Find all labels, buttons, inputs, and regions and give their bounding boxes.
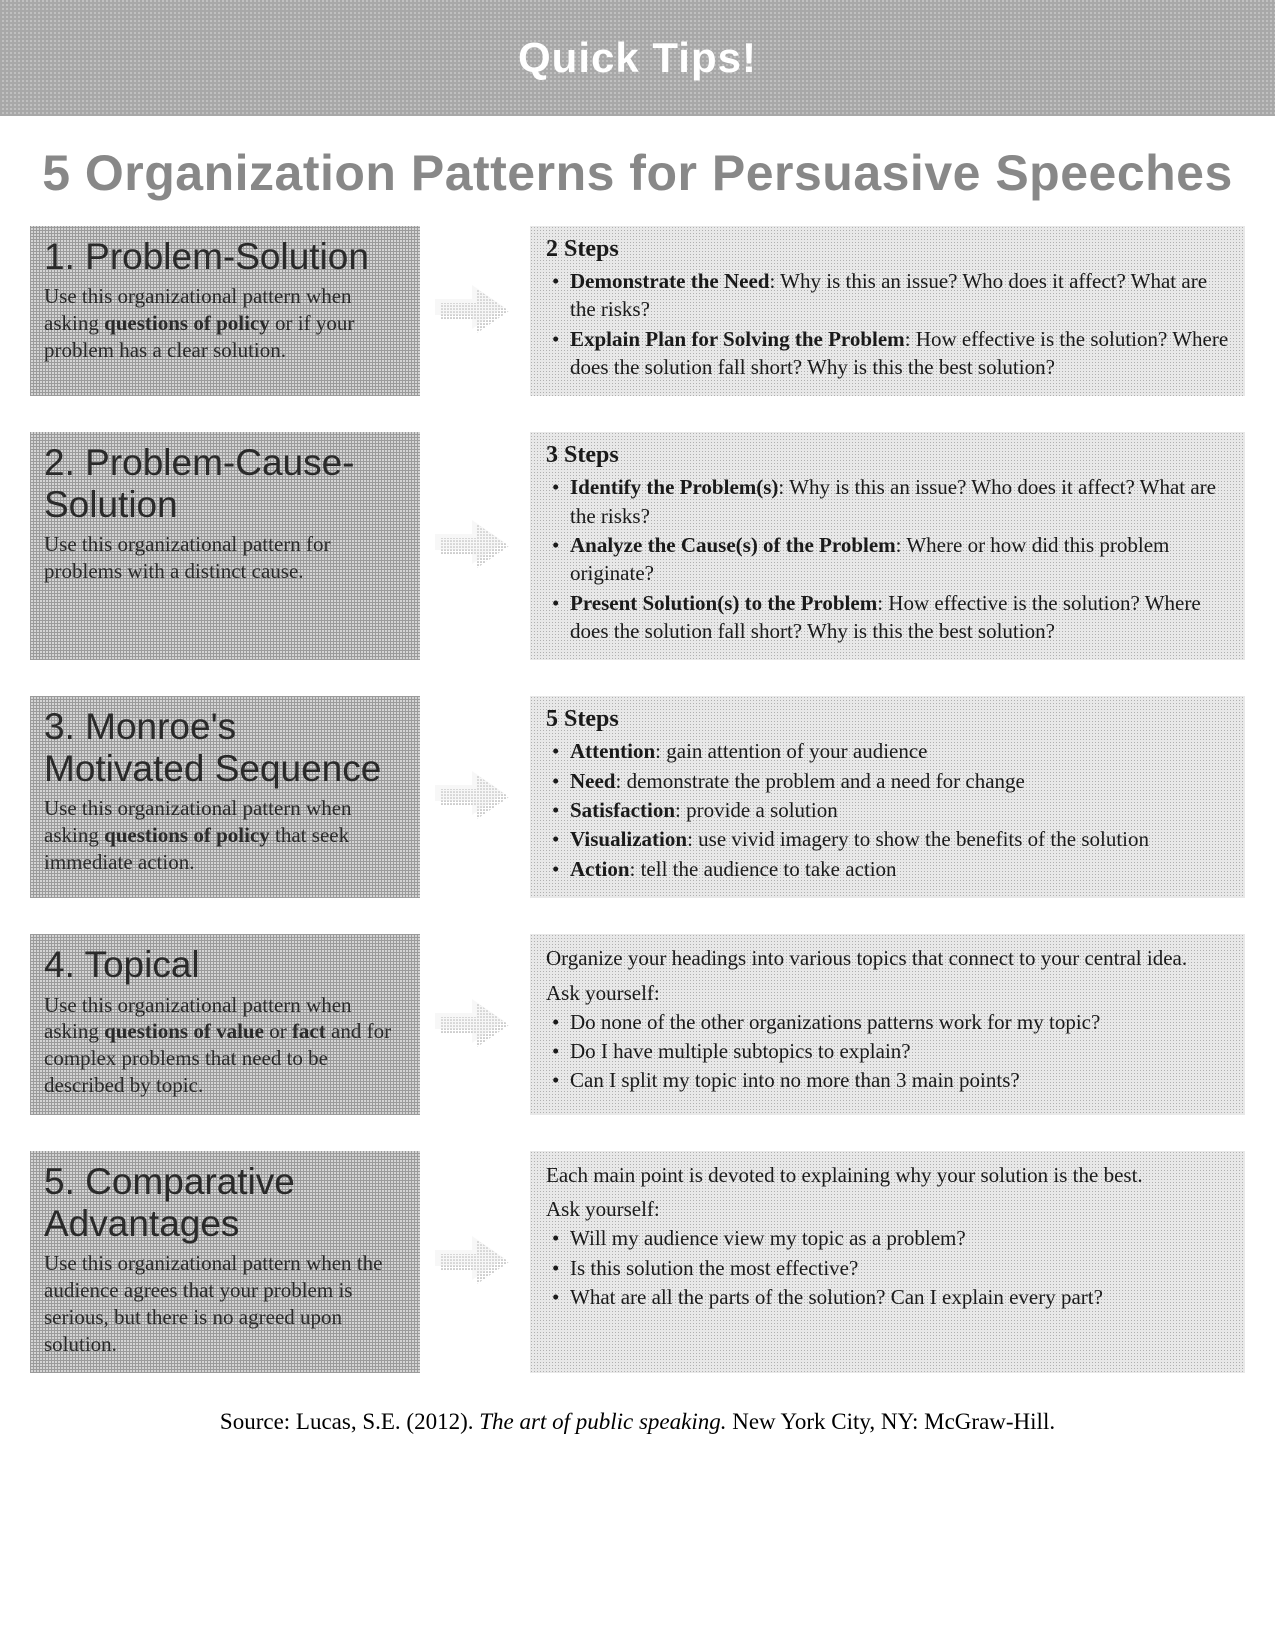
list-item: Present Solution(s) to the Problem: How …	[550, 589, 1229, 646]
pattern-row-2: 2. Problem-Cause-Solution Use this organ…	[30, 432, 1245, 660]
steps-header-2: 3 Steps	[546, 442, 1229, 469]
sub-4: Ask yourself:	[546, 981, 1229, 1006]
patterns-container: 1. Problem-Solution Use this organizatio…	[0, 226, 1275, 1373]
list-item: Need: demonstrate the problem and a need…	[550, 767, 1229, 795]
pattern-desc-2: Use this organizational pattern for prob…	[44, 531, 406, 585]
pattern-row-3: 3. Monroe's Motivated Sequence Use this …	[30, 696, 1245, 898]
steps-list-1: Demonstrate the Need: Why is this an iss…	[546, 267, 1229, 381]
list-item: Do none of the other organizations patte…	[550, 1008, 1229, 1036]
steps-header-1: 2 Steps	[546, 236, 1229, 263]
list-item: Analyze the Cause(s) of the Problem: Whe…	[550, 531, 1229, 588]
arrow-right-icon	[435, 767, 515, 827]
arrow-right-icon	[435, 516, 515, 576]
pattern-title-2: 2. Problem-Cause-Solution	[44, 442, 406, 525]
pattern-left-3: 3. Monroe's Motivated Sequence Use this …	[30, 696, 420, 898]
pattern-title-3: 3. Monroe's Motivated Sequence	[44, 706, 406, 789]
questions-list-4: Do none of the other organizations patte…	[546, 1008, 1229, 1095]
pattern-left-5: 5. Comparative Advantages Use this organ…	[30, 1151, 420, 1373]
pattern-desc-5: Use this organizational pattern when the…	[44, 1250, 406, 1358]
pattern-right-5: Each main point is devoted to explaining…	[530, 1151, 1245, 1373]
source-citation: Source: Lucas, S.E. (2012). The art of p…	[0, 1409, 1275, 1435]
list-item: Identify the Problem(s): Why is this an …	[550, 473, 1229, 530]
arrow-3	[420, 696, 530, 898]
pattern-desc-3: Use this organizational pattern when ask…	[44, 795, 406, 876]
list-item: Attention: gain attention of your audien…	[550, 737, 1229, 765]
arrow-4	[420, 934, 530, 1115]
list-item: Explain Plan for Solving the Problem: Ho…	[550, 325, 1229, 382]
list-item: Is this solution the most effective?	[550, 1254, 1229, 1282]
banner-title: Quick Tips!	[518, 34, 757, 82]
pattern-right-3: 5 Steps Attention: gain attention of you…	[530, 696, 1245, 898]
steps-list-2: Identify the Problem(s): Why is this an …	[546, 473, 1229, 645]
list-item: Demonstrate the Need: Why is this an iss…	[550, 267, 1229, 324]
pattern-title-1: 1. Problem-Solution	[44, 236, 406, 277]
list-item: What are all the parts of the solution? …	[550, 1283, 1229, 1311]
arrow-5	[420, 1151, 530, 1373]
sub-5: Ask yourself:	[546, 1197, 1229, 1222]
pattern-desc-4: Use this organizational pattern when ask…	[44, 992, 406, 1100]
list-item: Satisfaction: provide a solution	[550, 796, 1229, 824]
banner: Quick Tips!	[0, 0, 1275, 116]
list-item: Do I have multiple subtopics to explain?	[550, 1037, 1229, 1065]
pattern-left-4: 4. Topical Use this organizational patte…	[30, 934, 420, 1115]
list-item: Will my audience view my topic as a prob…	[550, 1224, 1229, 1252]
steps-header-3: 5 Steps	[546, 706, 1229, 733]
arrow-2	[420, 432, 530, 660]
pattern-right-1: 2 Steps Demonstrate the Need: Why is thi…	[530, 226, 1245, 396]
steps-list-3: Attention: gain attention of your audien…	[546, 737, 1229, 883]
pattern-row-1: 1. Problem-Solution Use this organizatio…	[30, 226, 1245, 396]
arrow-1	[420, 226, 530, 396]
arrow-right-icon	[435, 281, 515, 341]
pattern-row-5: 5. Comparative Advantages Use this organ…	[30, 1151, 1245, 1373]
questions-list-5: Will my audience view my topic as a prob…	[546, 1224, 1229, 1311]
intro-5: Each main point is devoted to explaining…	[546, 1161, 1229, 1189]
arrow-right-icon	[435, 1232, 515, 1292]
arrow-right-icon	[435, 995, 515, 1055]
pattern-left-2: 2. Problem-Cause-Solution Use this organ…	[30, 432, 420, 660]
list-item: Can I split my topic into no more than 3…	[550, 1066, 1229, 1094]
list-item: Action: tell the audience to take action	[550, 855, 1229, 883]
pattern-desc-1: Use this organizational pattern when ask…	[44, 283, 406, 364]
pattern-row-4: 4. Topical Use this organizational patte…	[30, 934, 1245, 1115]
pattern-left-1: 1. Problem-Solution Use this organizatio…	[30, 226, 420, 396]
page-title: 5 Organization Patterns for Persuasive S…	[0, 144, 1275, 202]
intro-4: Organize your headings into various topi…	[546, 944, 1229, 972]
pattern-title-5: 5. Comparative Advantages	[44, 1161, 406, 1244]
pattern-right-2: 3 Steps Identify the Problem(s): Why is …	[530, 432, 1245, 660]
pattern-right-4: Organize your headings into various topi…	[530, 934, 1245, 1115]
pattern-title-4: 4. Topical	[44, 944, 406, 985]
list-item: Visualization: use vivid imagery to show…	[550, 825, 1229, 853]
